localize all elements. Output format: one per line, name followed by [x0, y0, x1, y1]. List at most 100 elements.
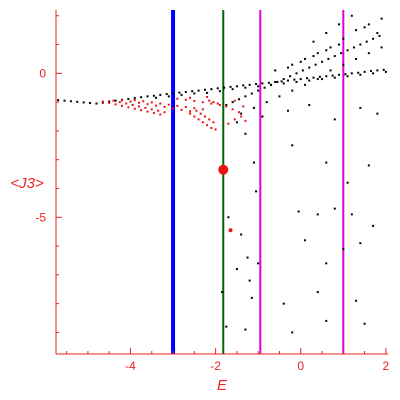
data-point	[252, 161, 255, 164]
data-point	[350, 213, 353, 216]
data-point	[184, 106, 187, 109]
data-point	[321, 78, 324, 81]
data-point	[363, 322, 366, 325]
data-point	[382, 68, 385, 71]
x-tick-label: 2	[383, 359, 390, 373]
data-point	[329, 69, 332, 72]
data-point	[333, 118, 336, 121]
data-point	[318, 75, 321, 78]
data-point	[138, 101, 140, 104]
data-point	[299, 78, 302, 81]
data-point	[316, 78, 319, 81]
data-point	[218, 164, 229, 175]
y-tick-label: -5	[35, 210, 46, 224]
data-point	[342, 63, 345, 66]
data-point	[127, 106, 130, 109]
data-point	[140, 96, 143, 99]
data-point	[238, 98, 241, 101]
data-point	[95, 102, 98, 105]
data-point	[316, 213, 319, 216]
data-point	[380, 46, 383, 49]
data-point	[267, 81, 270, 84]
data-point	[367, 164, 370, 167]
data-point	[193, 115, 196, 118]
data-point	[365, 40, 368, 43]
data-point	[238, 111, 241, 114]
data-point	[376, 69, 379, 72]
data-point	[120, 104, 123, 107]
data-point	[229, 85, 232, 88]
data-point	[286, 79, 289, 82]
data-point	[206, 95, 209, 98]
data-point	[380, 17, 383, 20]
data-point	[350, 14, 353, 17]
data-point	[289, 75, 292, 78]
data-point	[372, 37, 375, 40]
data-point	[346, 181, 349, 184]
data-point	[359, 43, 362, 46]
data-point	[223, 86, 226, 89]
data-point	[142, 100, 145, 103]
x-tick-label: -2	[210, 359, 221, 373]
data-point	[152, 94, 155, 97]
data-point	[357, 71, 360, 74]
data-point	[189, 110, 192, 113]
data-point	[63, 99, 66, 102]
data-point	[308, 103, 311, 106]
data-point	[295, 80, 298, 83]
data-point	[338, 23, 341, 26]
data-point	[359, 106, 362, 109]
data-point	[355, 57, 358, 60]
data-point	[140, 109, 143, 112]
data-point	[89, 101, 92, 104]
data-point	[150, 108, 153, 111]
data-point	[152, 112, 155, 115]
data-point	[69, 100, 72, 103]
data-point	[378, 34, 381, 37]
axes: -4 -2 0 2 0 -5	[35, 10, 390, 373]
data-point	[338, 73, 341, 76]
data-point	[316, 291, 319, 294]
data-point	[244, 86, 247, 89]
data-point	[327, 57, 330, 60]
data-point	[242, 105, 245, 108]
data-point	[131, 103, 134, 106]
data-point	[304, 239, 306, 242]
data-point	[244, 95, 247, 98]
data-point	[172, 107, 175, 110]
data-point	[301, 69, 304, 72]
data-point	[172, 92, 175, 95]
data-point	[248, 83, 251, 86]
data-point	[218, 103, 221, 106]
data-point	[180, 93, 183, 96]
data-point	[216, 87, 219, 90]
data-point	[159, 113, 162, 116]
data-point	[218, 90, 221, 93]
data-point	[206, 124, 209, 127]
data-point	[125, 102, 128, 105]
x-tick-label: -4	[125, 359, 136, 373]
data-point	[216, 102, 219, 105]
data-point	[252, 106, 255, 109]
data-point	[212, 121, 215, 124]
data-point	[195, 109, 198, 112]
data-point	[197, 89, 200, 92]
data-point	[304, 83, 306, 86]
data-point	[214, 128, 217, 131]
data-point	[261, 82, 264, 85]
y-tick-label: 0	[39, 66, 46, 80]
data-point	[191, 90, 194, 93]
data-point	[240, 233, 243, 236]
data-point	[257, 262, 260, 265]
data-point	[82, 101, 85, 104]
data-point	[367, 52, 370, 55]
data-point	[180, 108, 183, 111]
data-point	[325, 32, 328, 35]
data-point	[325, 262, 328, 265]
data-point	[291, 144, 294, 147]
data-point	[240, 112, 243, 115]
data-point	[233, 99, 236, 102]
data-point	[227, 216, 230, 219]
data-point	[325, 49, 328, 52]
data-point	[189, 96, 192, 99]
